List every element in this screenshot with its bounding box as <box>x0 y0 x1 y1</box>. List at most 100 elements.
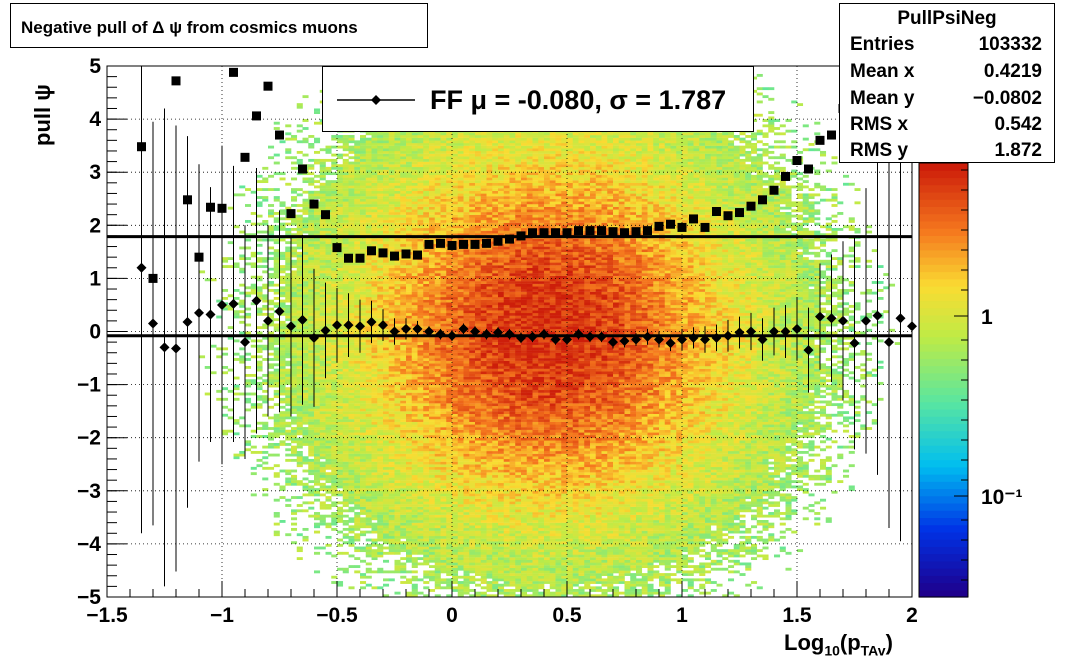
heatmap-cell <box>285 371 292 375</box>
heatmap-cell <box>337 440 344 444</box>
heatmap-cell <box>400 429 407 433</box>
heatmap-cell <box>377 472 384 476</box>
heatmap-cell <box>285 257 292 261</box>
heatmap-cell <box>302 352 309 356</box>
heatmap-cell <box>337 225 344 229</box>
heatmap-cell <box>325 445 332 449</box>
heatmap-cell <box>302 389 309 393</box>
heatmap-cell <box>365 379 372 383</box>
heatmap-cell <box>325 225 332 229</box>
heatmap-cell <box>337 543 344 547</box>
heatmap-cell <box>268 405 275 409</box>
heatmap-cell <box>279 440 286 444</box>
heatmap-cell <box>342 196 349 199</box>
heatmap-cell <box>331 522 338 526</box>
heatmap-cell <box>411 262 418 266</box>
heatmap-cell <box>279 251 286 255</box>
heatmap-cell <box>388 517 395 521</box>
heatmap-cell <box>342 464 349 468</box>
heatmap-cell <box>233 296 240 300</box>
heatmap-cell <box>400 400 407 404</box>
heatmap-cell <box>400 456 407 460</box>
heatmap-cell <box>388 296 395 300</box>
heatmap-cell <box>331 137 338 141</box>
heatmap-cell <box>250 265 257 268</box>
heatmap-cell <box>429 164 436 168</box>
heatmap-cell <box>388 432 395 436</box>
heatmap-cell <box>296 219 303 223</box>
heatmap-cell <box>325 435 332 438</box>
heatmap-cell <box>411 389 418 393</box>
heatmap-cell <box>394 411 401 414</box>
heatmap-cell <box>331 286 338 290</box>
heatmap-cell <box>308 419 315 422</box>
heatmap-cell <box>371 342 378 345</box>
heatmap-cell <box>446 363 453 367</box>
heatmap-cell <box>365 347 372 351</box>
heatmap-cell <box>365 363 372 367</box>
heatmap-cell <box>417 158 424 162</box>
heatmap-cell <box>285 222 292 226</box>
heatmap-cell <box>256 381 263 385</box>
heatmap-cell <box>360 161 367 165</box>
heatmap-cell <box>377 535 384 539</box>
heatmap-cell <box>337 286 344 290</box>
heatmap-cell <box>446 347 453 351</box>
heatmap-cell <box>383 135 390 138</box>
heatmap-cell <box>291 312 298 316</box>
heatmap-cell <box>325 427 332 430</box>
heatmap-cell <box>239 254 246 258</box>
heatmap-cell <box>239 416 246 420</box>
heatmap-cell <box>256 307 263 311</box>
heatmap-cell <box>360 501 367 505</box>
heatmap-cell <box>429 352 436 356</box>
heatmap-cell <box>273 512 280 515</box>
heatmap-cell <box>371 395 378 399</box>
heatmap-cell <box>354 265 361 268</box>
heatmap-cell <box>285 453 292 457</box>
heatmap-cell <box>337 262 344 266</box>
heatmap-cell <box>371 344 378 348</box>
heatmap-cell <box>377 456 384 460</box>
heatmap-cell <box>314 403 321 407</box>
heatmap-cell <box>331 512 338 515</box>
heatmap-cell <box>434 466 441 470</box>
heatmap-cell <box>400 549 407 553</box>
heatmap-cell <box>308 397 315 401</box>
heatmap-cell <box>222 405 229 409</box>
heatmap-cell <box>331 575 338 579</box>
heatmap-cell <box>417 318 424 322</box>
heatmap-cell <box>388 190 395 194</box>
heatmap-cell <box>406 437 413 441</box>
heatmap-cell <box>296 480 303 484</box>
heatmap-cell <box>291 384 298 388</box>
heatmap-cell <box>365 403 372 407</box>
heatmap-cell <box>365 474 372 478</box>
heatmap-cell <box>331 281 338 284</box>
heatmap-cell <box>296 450 303 454</box>
heatmap-cell <box>365 150 372 154</box>
heatmap-cell <box>239 310 246 314</box>
heatmap-cell <box>256 344 263 348</box>
heatmap-cell <box>400 344 407 348</box>
heatmap-cell <box>400 522 407 526</box>
heatmap-cell <box>354 312 361 316</box>
heatmap-cell <box>371 326 378 330</box>
heatmap-cell <box>337 278 344 282</box>
heatmap-cell <box>383 551 390 555</box>
heatmap-cell <box>268 188 275 191</box>
heatmap-cell <box>302 336 309 340</box>
heatmap-cell <box>406 307 413 311</box>
heatmap-cell <box>348 466 355 470</box>
heatmap-cell <box>325 249 332 253</box>
heatmap-cell <box>394 464 401 468</box>
heatmap-cell <box>434 464 441 468</box>
heatmap-cell <box>239 450 246 454</box>
heatmap-cell <box>337 472 344 476</box>
heatmap-cell <box>342 283 349 287</box>
heatmap-cell <box>394 371 401 375</box>
heatmap-cell <box>446 456 453 460</box>
heatmap-cell <box>222 307 229 311</box>
heatmap-cell <box>417 278 424 282</box>
heatmap-cell <box>296 217 303 221</box>
